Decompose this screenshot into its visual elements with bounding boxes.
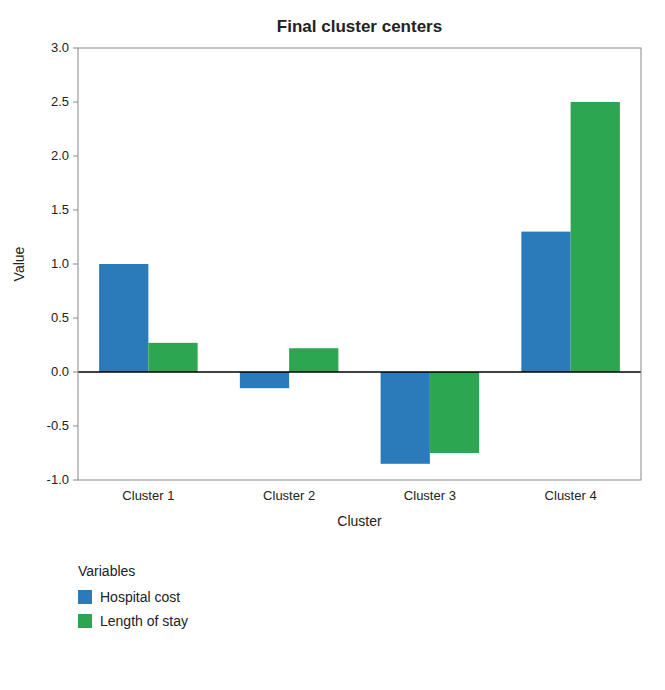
zero-line — [78, 371, 641, 373]
y-tick — [73, 318, 78, 319]
y-tick — [73, 264, 78, 265]
y-tick — [73, 372, 78, 373]
bar — [148, 343, 197, 372]
legend-swatch — [78, 614, 92, 628]
y-tick-label: 3.0 — [51, 40, 69, 55]
y-axis-label: Value — [11, 246, 27, 281]
y-tick — [73, 426, 78, 427]
bar — [99, 264, 148, 372]
bar — [381, 372, 430, 464]
x-tick-label: Cluster 3 — [404, 488, 456, 503]
y-tick-label: -1.0 — [47, 472, 69, 487]
x-tick-label: Cluster 4 — [545, 488, 597, 503]
y-tick-label: 0.5 — [51, 310, 69, 325]
y-tick — [73, 210, 78, 211]
bars — [99, 102, 620, 464]
bar — [289, 348, 338, 372]
plot-frame — [78, 48, 641, 480]
legend-swatch — [78, 590, 92, 604]
legend-label: Hospital cost — [100, 589, 180, 605]
bar — [430, 372, 479, 453]
legend-label: Length of stay — [100, 613, 188, 629]
bar — [240, 372, 289, 388]
y-tick-label: 0.0 — [51, 364, 69, 379]
y-tick-label: -0.5 — [47, 418, 69, 433]
y-tick — [73, 156, 78, 157]
legend: Variables Hospital cost Length of stay — [78, 563, 188, 629]
y-tick-label: 2.0 — [51, 148, 69, 163]
y-tick — [73, 48, 78, 49]
title: Final cluster centers — [277, 17, 442, 36]
bar — [571, 102, 620, 372]
y-tick-label: 1.0 — [51, 256, 69, 271]
y-tick — [73, 102, 78, 103]
chart: Final cluster centers -1.0 -0.5 0.0 0.5 1.0 1.… — [0, 0, 665, 690]
legend-title: Variables — [78, 563, 135, 579]
bar — [521, 232, 570, 372]
y-tick — [73, 480, 78, 481]
y-tick-label: 2.5 — [51, 94, 69, 109]
x-tick-label: Cluster 1 — [122, 488, 174, 503]
x-tick-label: Cluster 2 — [263, 488, 315, 503]
y-tick-label: 1.5 — [51, 202, 69, 217]
x-axis-label: Cluster — [337, 513, 382, 529]
